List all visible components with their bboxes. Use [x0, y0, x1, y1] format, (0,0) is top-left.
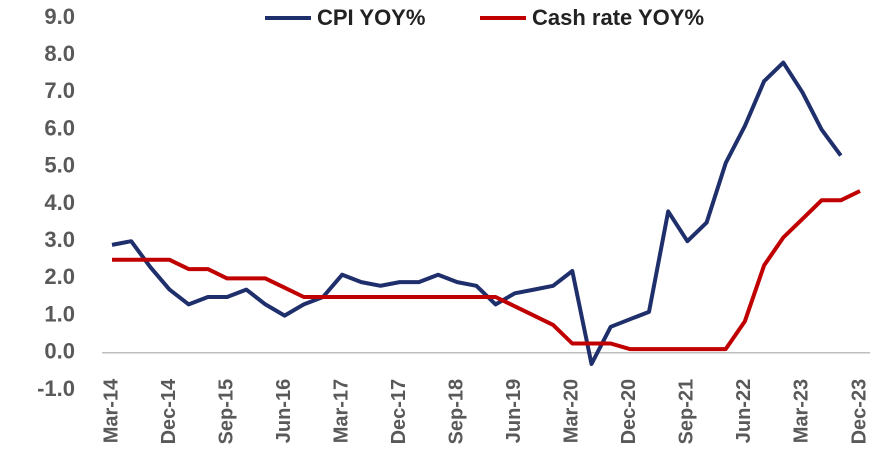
y-tick-label: 5.0: [44, 153, 75, 178]
x-tick-label: Jun-19: [503, 379, 525, 443]
x-tick-label: Jun-16: [273, 379, 295, 443]
y-tick-label: 3.0: [44, 227, 75, 252]
series-line: [112, 189, 861, 352]
y-tick-label: 2.0: [44, 264, 75, 289]
legend-label: CPI YOY%: [317, 5, 425, 30]
x-tick-label: Dec-17: [388, 379, 410, 445]
x-tick-label: Dec-14: [158, 378, 180, 444]
x-tick-label: Sep-21: [676, 379, 698, 445]
x-tick-label: Mar-23: [791, 379, 813, 443]
x-tick-label: Dec-20: [618, 379, 640, 445]
y-tick-label: 9.0: [44, 4, 75, 29]
x-tick-label: Mar-14: [100, 378, 122, 443]
y-tick-label: 6.0: [44, 115, 75, 140]
y-tick-label: -1.0: [37, 376, 75, 401]
y-tick-label: 8.0: [44, 41, 75, 66]
y-tick-label: 7.0: [44, 78, 75, 103]
x-tick-label: Sep-18: [446, 379, 468, 445]
legend-label: Cash rate YOY%: [532, 5, 704, 30]
y-tick-label: 0.0: [44, 339, 75, 364]
x-tick-label: Jun-22: [733, 379, 755, 443]
x-tick-label: Mar-20: [561, 379, 583, 443]
y-tick-label: 4.0: [44, 190, 75, 215]
x-tick-label: Sep-15: [215, 379, 237, 445]
x-tick-label: Dec-23: [848, 379, 870, 445]
y-tick-label: 1.0: [44, 301, 75, 326]
series-line: [111, 60, 843, 366]
x-tick-label: Mar-17: [330, 379, 352, 443]
